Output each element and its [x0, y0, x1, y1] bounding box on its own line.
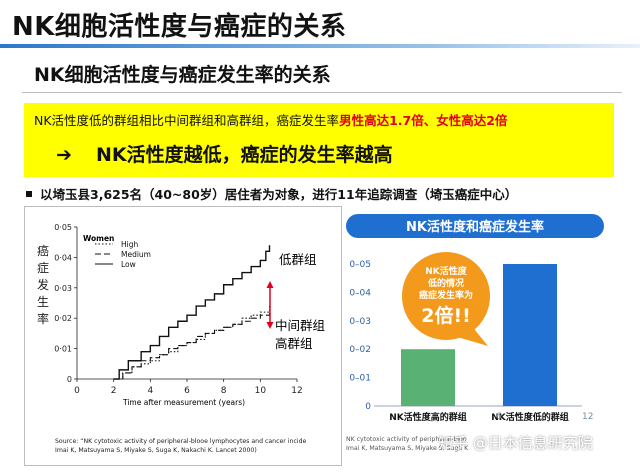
bar-y-tick-label: 0–03: [349, 317, 371, 327]
arrow-head-up-icon: [266, 281, 274, 288]
series-line-low: [113, 245, 271, 380]
x-tick-label: 4: [147, 386, 153, 396]
bar-category-label: NK活性度高的群组: [389, 411, 467, 423]
bubble-line-1: NK活性度: [425, 265, 468, 277]
x-axis-label: Time after measurement (years): [122, 398, 245, 407]
x-tick-label: 10: [255, 386, 267, 396]
x-tick-label: 12: [291, 386, 302, 396]
y-tick-label: 0·02: [54, 314, 72, 323]
x-tick-label: 0: [74, 386, 80, 396]
bar-low-group: [503, 264, 557, 406]
bar-y-tick-label: 0–01: [349, 374, 371, 384]
x-tick-label: 2: [111, 386, 117, 396]
y-axis-label-char: 癌: [37, 243, 49, 258]
y-axis-label-char: 率: [37, 311, 49, 326]
finding-conclusion: NK活性度越低，癌症的发生率越高: [96, 144, 393, 166]
study-note: 以埼玉县3,625名（40~80岁）居住者为对象，进行11年追踪调查（埼玉癌症中…: [26, 184, 517, 203]
high-group-label: 高群组: [275, 336, 313, 351]
bar-category-label: NK活性度低的群组: [491, 411, 569, 423]
low-group-label: 低群组: [279, 252, 317, 267]
source-line-2: Imai K, Matsuyama S, Miyake S, Suga K, N…: [55, 447, 257, 454]
bar-chart-header: [346, 214, 604, 238]
speech-bubble: NK活性度 低的情况 癌症发生率为 2倍!!: [402, 252, 490, 346]
arrow-head-down-icon: [266, 322, 274, 329]
y-axis-label-char: 症: [37, 260, 49, 275]
bubble-line-4: 2倍!!: [421, 304, 471, 327]
finding-text: NK活性度低的群组相比中间群组和高群组，癌症发生率男性高达1.7倍、女性高达2倍: [34, 110, 507, 129]
bar-y-tick-label: 0–05: [349, 260, 371, 270]
legend-label-medium: Medium: [121, 250, 151, 259]
bar-y-tick-label: 0–04: [349, 288, 371, 298]
series-line-medium: [113, 312, 271, 380]
bubble-line-2: 低的情况: [427, 277, 464, 289]
faint-x-tick-12: 12: [582, 412, 593, 422]
mid-group-label: 中间群组: [275, 318, 325, 333]
y-tick-label: 0·05: [54, 223, 72, 232]
y-axis-label-char: 生: [37, 295, 49, 309]
bar-high-group: [401, 349, 455, 406]
subtitle-rule: [22, 92, 622, 93]
bullet-square-icon: [26, 190, 32, 197]
watermark: 知乎 @日本信息研究院: [438, 434, 593, 452]
finding-highlight: 男性高达1.7倍、女性高达2倍: [339, 113, 508, 128]
finding-prefix: NK活性度低的群组相比中间群组和高群组，癌症发生率: [34, 113, 340, 128]
finding-box: NK活性度低的群组相比中间群组和高群组，癌症发生率男性高达1.7倍、女性高达2倍…: [24, 103, 614, 177]
y-axis-label-char: 发: [37, 277, 49, 292]
bar-chart: NK活性度和癌症发生率 0 0–01 0–02 0–03 0–04 0–05 NK活性度高…: [346, 214, 604, 452]
arrow-icon: ➔: [56, 144, 72, 166]
x-tick-label: 8: [221, 386, 227, 396]
finding-conclusion-line: ➔ NK活性度越低，癌症的发生率越高: [56, 140, 393, 167]
slide-subtitle: NK细胞活性度与癌症发生率的关系: [34, 64, 331, 86]
y-tick-label: 0: [67, 375, 72, 384]
legend-label-low: Low: [121, 260, 136, 269]
study-note-text: 以埼玉县3,625名（40~80岁）居住者为对象，进行11年追踪调查（埼玉癌症中…: [40, 187, 518, 202]
y-tick-label: 0·01: [54, 345, 72, 354]
bar-chart-panel: NK活性度和癌症发生率 0 0–01 0–02 0–03 0–04 0–05 NK活性度高…: [344, 206, 606, 464]
faint-x-tick-6: 6: [496, 412, 502, 422]
faint-source-1: NK cytotoxic activity of peripheral-bloo: [346, 436, 467, 443]
bubble-line-3: 癌症发生率为: [419, 289, 473, 301]
title-rule: [0, 44, 640, 48]
source-line-1: Source: “NK cytotoxic activity of periph…: [55, 438, 307, 445]
y-tick-label: 0·04: [54, 253, 72, 262]
bubble-tail: [454, 324, 488, 346]
x-tick-label: 6: [184, 386, 190, 396]
line-chart-panel: 0 2 4 6 8 10 12 0 0·01 0·02 0·03 0·04 0·05 癌症发生率 Wom…: [24, 206, 342, 466]
bubble-circle: [402, 252, 490, 340]
line-chart: 0 2 4 6 8 10 12 0 0·01 0·02 0·03 0·04 0·05 癌症发生率 Wom…: [37, 223, 325, 454]
series-line-high: [113, 306, 271, 380]
bar-y-tick-label: 0–02: [349, 345, 371, 355]
title-bar: NK细胞活性度与癌症的关系: [0, 0, 640, 44]
bar-y-tick-label: 0: [365, 402, 371, 412]
legend-label-high: High: [121, 240, 138, 249]
bar-chart-title: NK活性度和癌症发生率: [406, 219, 544, 235]
faint-source-2: Imai K, Matsuyama S, Miyake S, Suga K: [346, 445, 469, 452]
page-title: NK细胞活性度与癌症的关系: [12, 12, 347, 42]
panel-label: Women: [83, 234, 114, 243]
y-tick-label: 0·03: [54, 284, 72, 293]
